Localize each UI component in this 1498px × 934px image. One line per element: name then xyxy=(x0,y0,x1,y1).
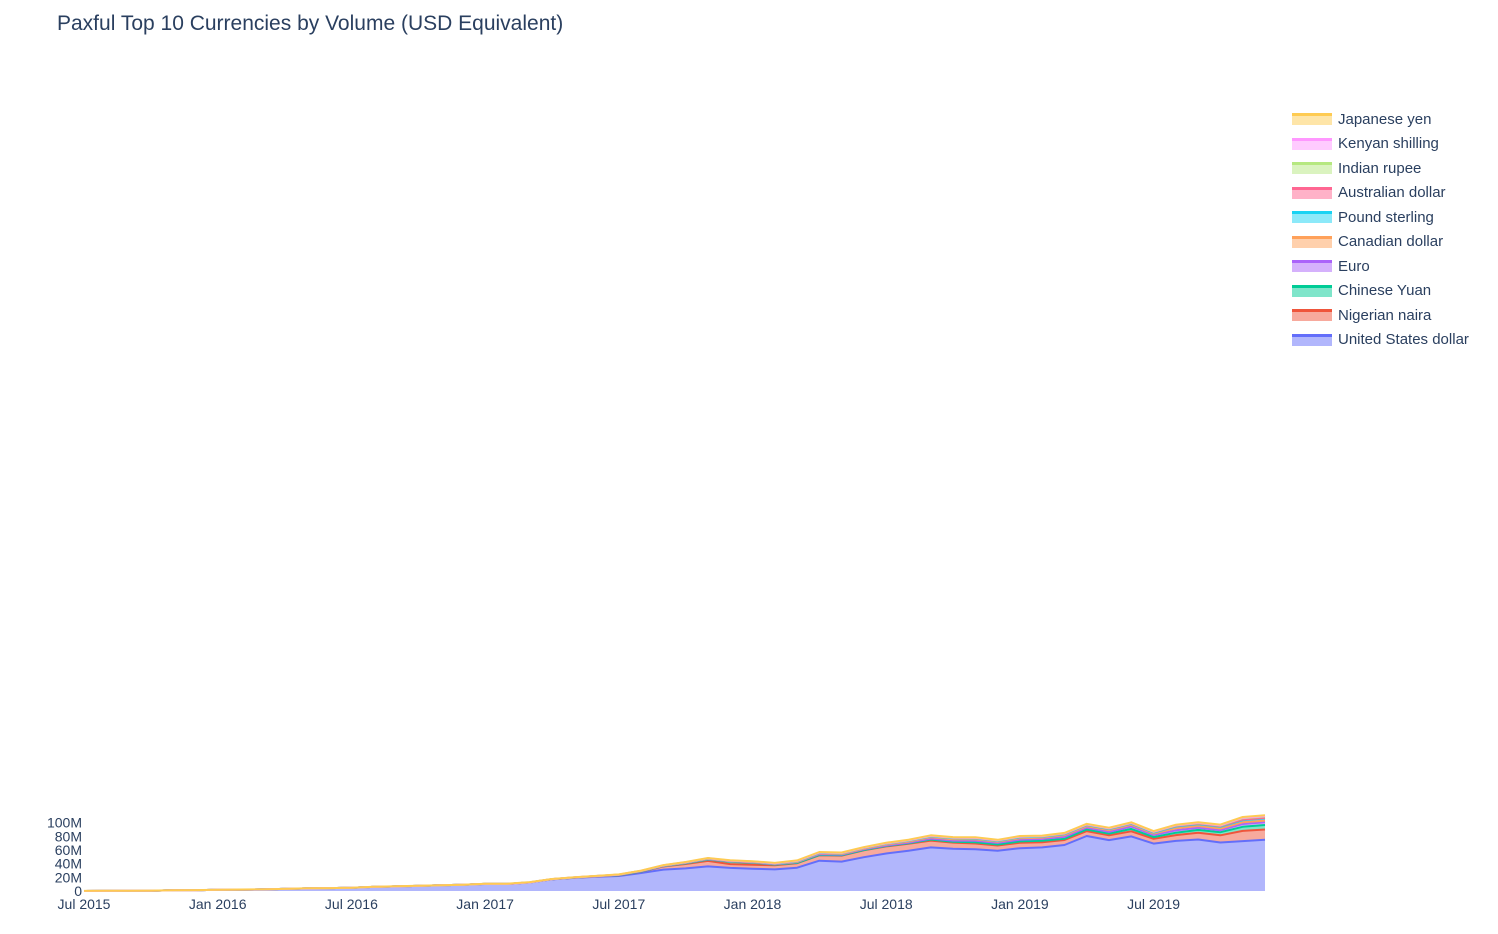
legend-swatch xyxy=(1292,162,1332,175)
y-tick-label: 100M xyxy=(47,815,82,831)
legend-item[interactable]: Chinese Yuan xyxy=(1292,279,1469,304)
legend-swatch xyxy=(1292,333,1332,346)
x-tick-label: Jul 2019 xyxy=(1127,896,1180,912)
legend-swatch xyxy=(1292,235,1332,248)
legend-label: Japanese yen xyxy=(1338,110,1432,128)
x-tick-label: Jan 2017 xyxy=(456,896,514,912)
x-tick-label: Jan 2016 xyxy=(189,896,247,912)
legend-item[interactable]: United States dollar xyxy=(1292,328,1469,353)
x-tick-label: Jul 2015 xyxy=(58,896,111,912)
legend-item[interactable]: Canadian dollar xyxy=(1292,230,1469,255)
legend-item[interactable]: Nigerian naira xyxy=(1292,303,1469,328)
legend-item[interactable]: Kenyan shilling xyxy=(1292,132,1469,157)
chart-title: Paxful Top 10 Currencies by Volume (USD … xyxy=(57,12,564,35)
series-lines xyxy=(83,814,1266,892)
legend-swatch xyxy=(1292,137,1332,150)
x-tick-label: Jul 2018 xyxy=(860,896,913,912)
y-tick-label: 40M xyxy=(55,856,82,872)
legend-item[interactable]: Pound sterling xyxy=(1292,205,1469,230)
line-japanese-yen xyxy=(83,814,1266,892)
area-nigerian-naira[interactable] xyxy=(84,829,1265,892)
legend-swatch xyxy=(1292,309,1332,322)
y-tick-label: 0 xyxy=(74,883,82,899)
x-tick-label: Jan 2019 xyxy=(991,896,1049,912)
y-tick-label: 80M xyxy=(55,828,82,844)
legend-label: Kenyan shilling xyxy=(1338,135,1439,153)
y-tick-label: 20M xyxy=(55,869,82,885)
legend-item[interactable]: Australian dollar xyxy=(1292,181,1469,206)
legend-label: Canadian dollar xyxy=(1338,233,1444,251)
x-tick-label: Jul 2016 xyxy=(325,896,378,912)
legend-swatch xyxy=(1292,211,1332,224)
legend-item[interactable]: Indian rupee xyxy=(1292,156,1469,181)
legend-item[interactable]: Euro xyxy=(1292,254,1469,279)
legend-swatch xyxy=(1292,260,1332,273)
legend-label: Australian dollar xyxy=(1338,184,1446,202)
x-axis: Jul 2015 Jan 2016 Jul 2016 Jan 2017 Jul 2017… xyxy=(58,896,1181,912)
y-tick-label: 60M xyxy=(55,842,82,858)
legend-label: Nigerian naira xyxy=(1338,306,1432,324)
legend-label: Chinese Yuan xyxy=(1338,282,1432,300)
legend-label: Pound sterling xyxy=(1338,208,1434,226)
x-tick-label: Jan 2018 xyxy=(724,896,782,912)
x-tick-label: Jul 2017 xyxy=(592,896,645,912)
legend: Japanese yen Kenyan shilling Indian rupee A… xyxy=(1292,107,1469,352)
legend-swatch xyxy=(1292,113,1332,126)
legend-label: Indian rupee xyxy=(1338,159,1422,177)
legend-label: Euro xyxy=(1338,257,1370,275)
legend-swatch xyxy=(1292,284,1332,297)
legend-swatch xyxy=(1292,186,1332,199)
legend-item[interactable]: Japanese yen xyxy=(1292,107,1469,132)
legend-label: United States dollar xyxy=(1338,331,1469,349)
